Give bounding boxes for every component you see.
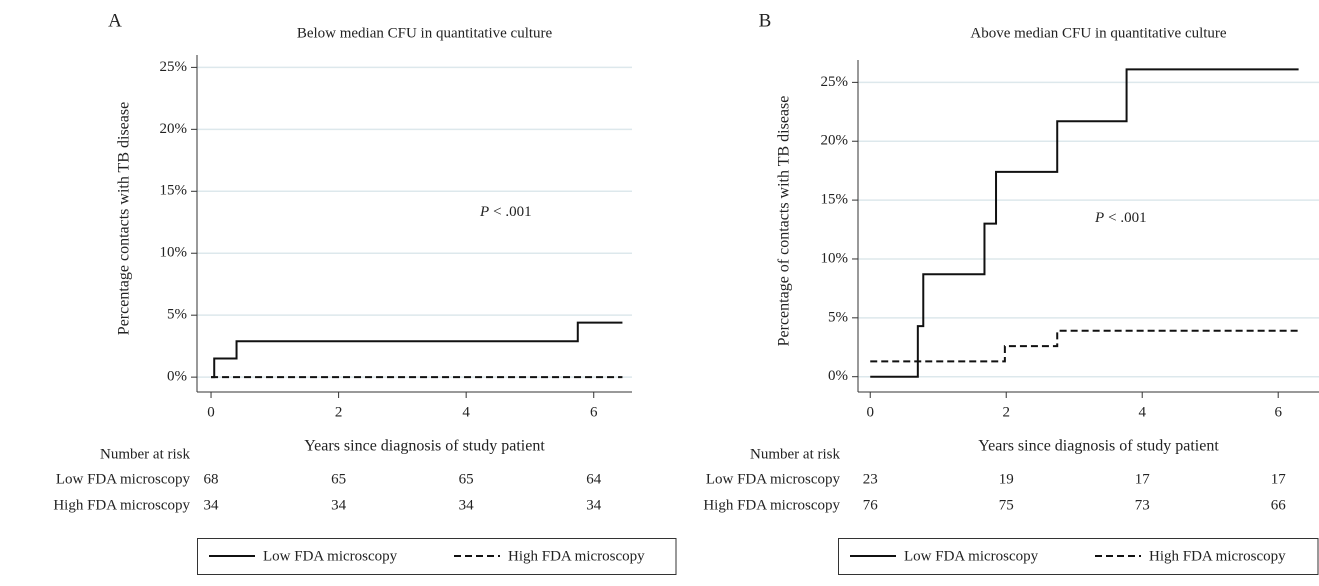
x-tick-label: 0 — [207, 404, 215, 420]
x-tick-label: 4 — [1138, 404, 1146, 420]
km-curve — [870, 68, 1299, 378]
risk-value: 34 — [331, 497, 347, 513]
risk-value: 34 — [459, 497, 475, 513]
x-tick-label: 0 — [866, 404, 874, 420]
legend-box — [197, 538, 677, 575]
risk-value: 34 — [586, 497, 602, 513]
annotation: P < .001 — [1094, 210, 1147, 226]
annotation-text: < .001 — [493, 204, 531, 220]
y-tick-label: 5% — [167, 307, 187, 323]
x-axis-label: Years since diagnosis of study patient — [978, 438, 1219, 455]
risk-value: 17 — [1135, 471, 1151, 487]
x-tick-label: 6 — [590, 404, 598, 420]
risk-value: 64 — [586, 471, 602, 487]
annotation-p: P — [479, 204, 489, 220]
legend-label: High FDA microscopy — [1149, 548, 1286, 564]
risk-value: 68 — [204, 471, 219, 487]
annotation-text: < .001 — [1108, 210, 1146, 226]
y-tick-label: 25% — [821, 74, 849, 90]
panel-letter: A — [108, 10, 122, 31]
km-curve — [870, 329, 1299, 363]
risk-value: 65 — [459, 471, 474, 487]
x-axis-label: Years since diagnosis of study patient — [304, 438, 545, 455]
risk-value: 19 — [999, 471, 1014, 487]
x-tick-label: 4 — [462, 404, 470, 420]
km-curve — [211, 321, 623, 379]
y-tick-label: 10% — [821, 250, 849, 266]
y-tick-label: 15% — [821, 192, 849, 208]
legend-box — [838, 538, 1319, 575]
risk-table-title: Number at risk — [750, 446, 840, 462]
x-tick-label: 2 — [1002, 404, 1010, 420]
y-tick-label: 15% — [160, 183, 188, 199]
risk-row-label: Low FDA microscopy — [56, 471, 191, 487]
y-axis-label: Percentage of contacts with TB disease — [776, 96, 793, 347]
risk-value: 65 — [331, 471, 346, 487]
chart-title: Below median CFU in quantitative culture — [297, 25, 553, 41]
y-tick-label: 25% — [160, 59, 188, 75]
risk-value: 17 — [1271, 471, 1287, 487]
risk-value: 75 — [999, 497, 1014, 513]
y-axis-label: Percentage contacts with TB disease — [116, 102, 133, 335]
legend-label: Low FDA microscopy — [904, 548, 1039, 564]
risk-row-label: Low FDA microscopy — [706, 471, 841, 487]
annotation: P < .001 — [479, 204, 532, 220]
risk-value: 73 — [1135, 497, 1150, 513]
chart-title: Above median CFU in quantitative culture — [970, 25, 1227, 41]
risk-value: 66 — [1271, 497, 1287, 513]
risk-value: 76 — [863, 497, 879, 513]
risk-value: 34 — [204, 497, 220, 513]
x-tick-label: 2 — [335, 404, 343, 420]
annotation-p: P — [1094, 210, 1104, 226]
panel-letter: B — [759, 10, 772, 31]
risk-row-label: High FDA microscopy — [703, 497, 840, 513]
risk-value: 23 — [863, 471, 878, 487]
y-tick-label: 10% — [160, 245, 188, 261]
risk-table-title: Number at risk — [100, 446, 190, 462]
y-tick-label: 5% — [828, 309, 848, 325]
y-tick-label: 0% — [828, 368, 848, 384]
legend-label: High FDA microscopy — [508, 548, 645, 564]
panel: B Above median CFU in quantitative cultur… — [703, 10, 1319, 575]
x-tick-label: 6 — [1274, 404, 1282, 420]
legend-label: Low FDA microscopy — [263, 548, 398, 564]
y-tick-label: 20% — [821, 133, 849, 149]
panel: A Below median CFU in quantitative cultur… — [53, 10, 677, 575]
y-tick-label: 20% — [160, 121, 188, 137]
y-tick-label: 0% — [167, 369, 187, 385]
risk-row-label: High FDA microscopy — [53, 497, 190, 513]
